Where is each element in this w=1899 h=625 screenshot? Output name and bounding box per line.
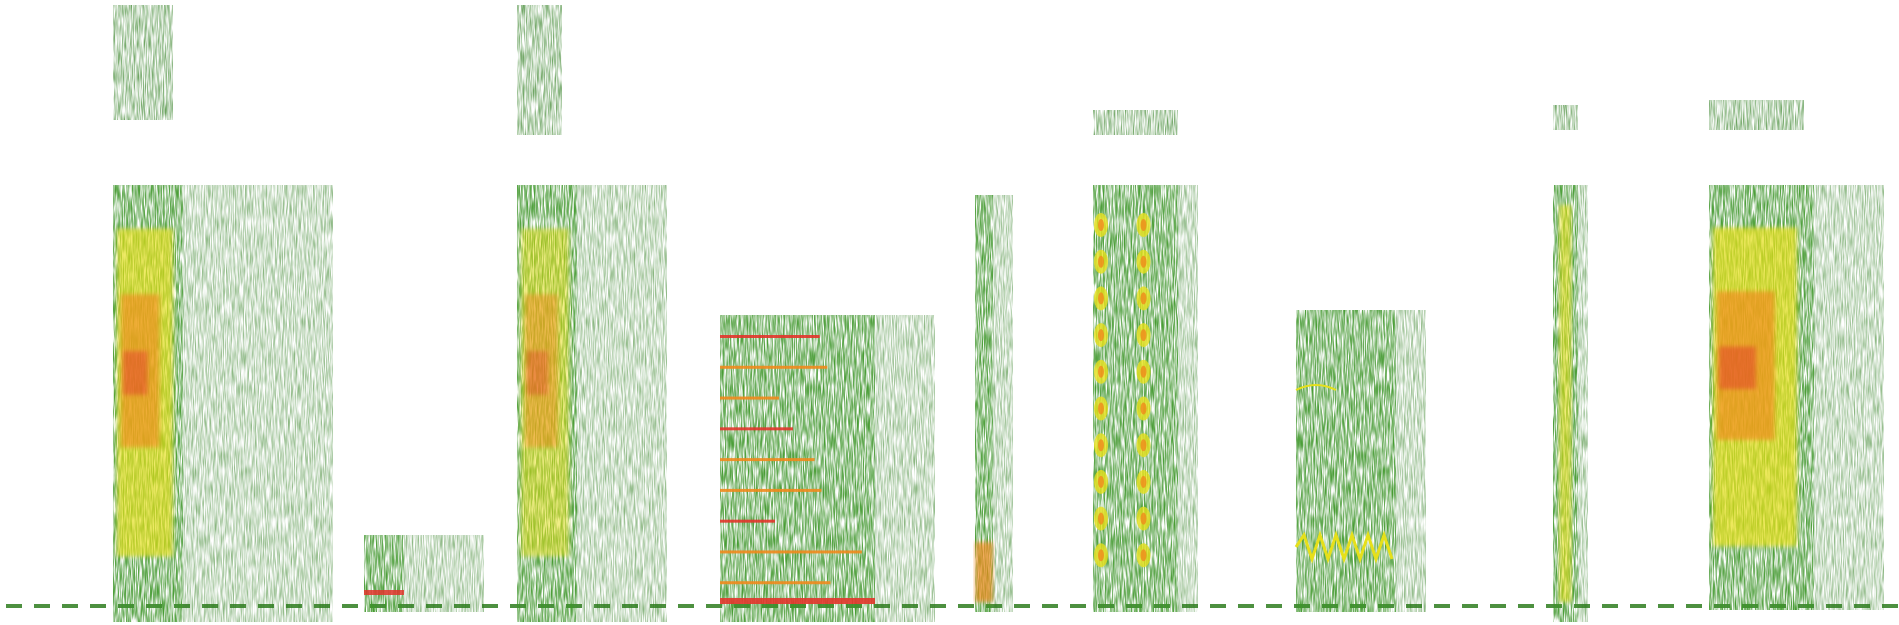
- segment-2: [364, 535, 484, 612]
- segment-1: [113, 5, 333, 622]
- segment-7: [1294, 310, 1426, 612]
- segment-9: [1709, 100, 1884, 610]
- segment-5: [975, 195, 1013, 612]
- segment-4: [720, 315, 935, 622]
- segment-3: [517, 5, 667, 622]
- segment-6: [1093, 110, 1198, 612]
- segment-8: [1553, 105, 1588, 622]
